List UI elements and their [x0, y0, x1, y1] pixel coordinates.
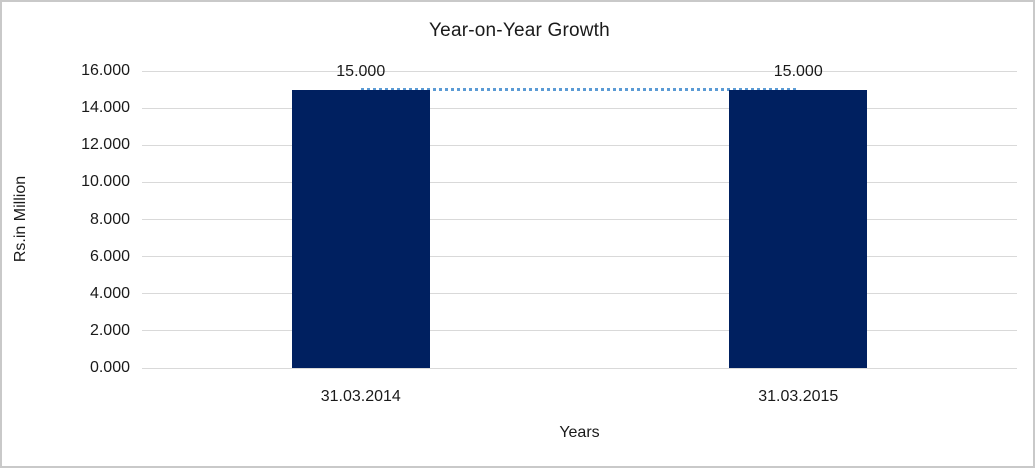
y-axis-tick-label: 6.000: [89, 247, 130, 265]
gridline: [142, 219, 1017, 220]
x-axis-tick-label: 31.03.2014: [320, 388, 401, 405]
y-axis-tick-label: 4.000: [89, 284, 130, 302]
chart-title: Year-on-Year Growth: [429, 20, 610, 41]
y-axis-title: Rs.in Million: [12, 175, 29, 263]
data-label: 15.000: [773, 62, 823, 80]
gridline: [142, 144, 1017, 146]
data-label: 15.000: [336, 62, 386, 80]
y-axis-tick-label: 8.000: [89, 210, 130, 228]
gridline: [142, 293, 1017, 295]
gridline: [142, 70, 1017, 72]
trend-dotted-line: [360, 87, 799, 91]
bar: [729, 89, 868, 368]
y-axis-tick-label: 16.000: [81, 62, 130, 79]
y-axis-tick-label: 2.000: [89, 321, 130, 339]
gridline: [142, 256, 1017, 258]
x-axis-tick-label: 31.03.2015: [758, 388, 839, 405]
y-axis-tick-label: 14.000: [81, 99, 130, 117]
gridline: [142, 367, 1017, 369]
y-axis-tick-label: 10.000: [81, 173, 130, 191]
gridline: [142, 107, 1017, 109]
gridline: [142, 181, 1017, 183]
y-axis-tick-label: 0.000: [89, 359, 130, 376]
y-axis-tick-label: 12.000: [81, 136, 130, 154]
x-axis-title: Years: [559, 424, 600, 441]
gridline: [142, 330, 1017, 332]
bar: [291, 89, 430, 368]
